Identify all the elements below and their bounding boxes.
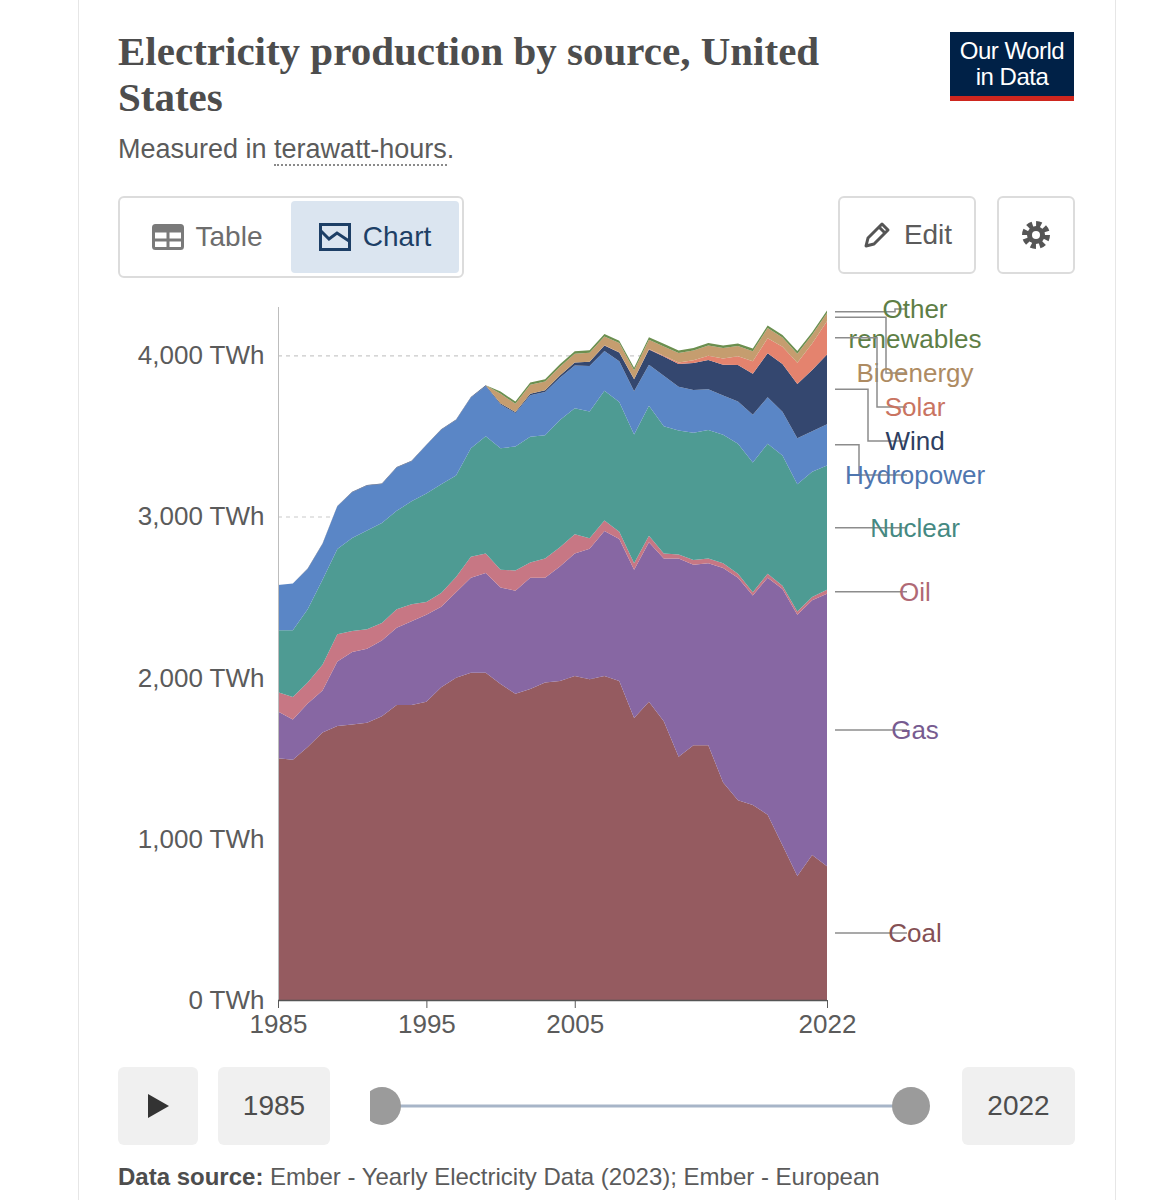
- html-text:Edit: Edit: [903, 219, 953, 250]
- svg-text:1985: 1985: [250, 1009, 308, 1039]
- svg-text:Bioenergy: Bioenergy: [856, 358, 973, 388]
- html-text:Electricity production by sour: Electricity production by source, United…: [118, 28, 820, 120]
- svg-text:Otherrenewables: Otherrenewables: [849, 294, 982, 354]
- svg-text:1995: 1995: [398, 1009, 456, 1039]
- svg-text:Oil: Oil: [899, 577, 931, 607]
- svg-text:Coal: Coal: [888, 918, 941, 948]
- html-text:Data source: Ember - Yearly El: Data source: Ember - Yearly Electricity …: [118, 1163, 880, 1190]
- html-text:Chart: Chart: [362, 221, 432, 252]
- svg-text:4,000 TWh: 4,000 TWh: [138, 340, 265, 370]
- html-text:Our World: Our World: [959, 37, 1065, 64]
- svg-text:2,000 TWh: 2,000 TWh: [138, 662, 265, 692]
- svg-text:Hydropower: Hydropower: [845, 460, 986, 490]
- svg-text:Solar: Solar: [885, 392, 946, 422]
- svg-text:2022: 2022: [799, 1009, 857, 1039]
- html-text:Measured in terawatt-hours.: Measured in terawatt-hours.: [118, 134, 455, 164]
- svg-text:3,000 TWh: 3,000 TWh: [138, 501, 265, 531]
- svg-text:1,000 TWh: 1,000 TWh: [138, 824, 265, 854]
- svg-text:Nuclear: Nuclear: [870, 513, 960, 543]
- svg-text:0 TWh: 0 TWh: [188, 984, 265, 1015]
- html-text:1985: 1985: [242, 1090, 306, 1121]
- html-text:2022: 2022: [987, 1090, 1050, 1121]
- svg-text:Gas: Gas: [891, 715, 939, 745]
- html-text:in Data: in Data: [975, 63, 1049, 90]
- html-text:Table: Table: [195, 221, 263, 252]
- svg-text:Wind: Wind: [885, 426, 944, 456]
- svg-text:2005: 2005: [546, 1009, 604, 1039]
